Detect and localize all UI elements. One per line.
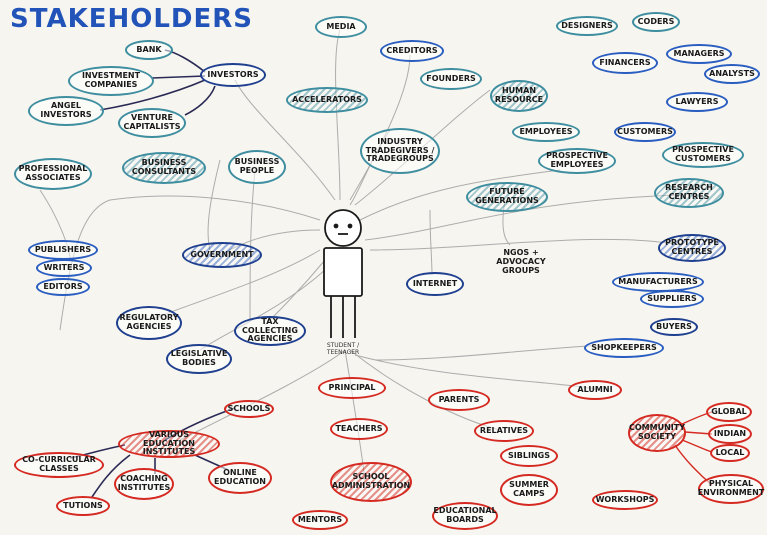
figure-eye-right xyxy=(347,223,353,229)
node-indian[interactable]: INDIAN xyxy=(708,424,752,444)
node-accelerators[interactable]: ACCELERATORS xyxy=(286,87,368,113)
node-coders[interactable]: CODERS xyxy=(632,12,680,32)
node-analysts[interactable]: ANALYSTS xyxy=(704,64,760,84)
branch-line xyxy=(369,238,681,251)
node-school-administration[interactable]: SCHOOL ADMINISTRATION xyxy=(330,462,412,502)
node-educational-boards[interactable]: EDUCATIONAL BOARDS xyxy=(432,502,498,530)
node-prospective-employees[interactable]: PROSPECTIVE EMPLOYEES xyxy=(538,148,616,174)
node-creditors[interactable]: CREDITORS xyxy=(380,40,444,62)
node-workshops[interactable]: WORKSHOPS xyxy=(592,490,658,510)
student-figure xyxy=(323,209,363,338)
arrow-community-indian xyxy=(684,431,713,435)
node-publishers[interactable]: PUBLISHERS xyxy=(28,240,98,260)
node-tutions[interactable]: TUTIONS xyxy=(56,496,110,516)
node-various-education[interactable]: VARIOUS EDUCATION INSTITUTES xyxy=(118,430,220,458)
node-ngos[interactable]: NGOs + ADVOCACY GROUPS xyxy=(496,248,546,276)
node-principal[interactable]: PRINCIPAL xyxy=(318,377,386,399)
figure-torso xyxy=(323,247,363,297)
node-physical-environment[interactable]: PHYSICAL ENVIRONMENT xyxy=(698,474,764,504)
node-venture-capitalists[interactable]: VENTURE CAPITALISTS xyxy=(118,108,186,138)
node-human-resource[interactable]: HUMAN RESOURCE xyxy=(490,80,548,112)
node-managers[interactable]: MANAGERS xyxy=(666,44,732,64)
branch-line xyxy=(335,29,341,201)
node-writers[interactable]: WRITERS xyxy=(36,259,92,277)
node-angel-investors[interactable]: ANGEL INVESTORS xyxy=(28,96,104,126)
node-community-society[interactable]: COMMUNITY SOCIETY xyxy=(628,414,686,452)
node-internet[interactable]: INTERNET xyxy=(406,272,464,296)
branch-line xyxy=(234,79,336,201)
branch-line xyxy=(349,54,411,201)
node-research-centres[interactable]: RESEARCH CENTRES xyxy=(654,178,724,208)
node-buyers[interactable]: BUYERS xyxy=(650,318,698,336)
arrow-investors-vc xyxy=(184,85,216,116)
node-co-curricular[interactable]: CO-CURRICULAR CLASSES xyxy=(14,452,104,478)
node-online-education[interactable]: ONLINE EDUCATION xyxy=(208,462,272,494)
node-suppliers[interactable]: SUPPLIERS xyxy=(640,290,704,308)
node-teachers[interactable]: TEACHERS xyxy=(330,418,388,440)
node-designers[interactable]: DESIGNERS xyxy=(556,16,618,36)
node-founders[interactable]: FOUNDERS xyxy=(420,68,482,90)
node-editors[interactable]: EDITORS xyxy=(36,278,90,296)
node-mentors[interactable]: MENTORS xyxy=(292,510,348,530)
node-bank[interactable]: BANK xyxy=(125,40,173,60)
node-siblings[interactable]: SIBLINGS xyxy=(500,445,558,467)
branch-line xyxy=(344,349,366,481)
node-employees[interactable]: EMPLOYEES xyxy=(512,122,580,142)
node-legislative-bodies[interactable]: LEGISLATIVE BODIES xyxy=(166,344,232,374)
figure-eye-left xyxy=(333,223,339,229)
node-prototype-centres[interactable]: PROTOTYPE CENTRES xyxy=(658,234,726,262)
branch-line xyxy=(207,159,221,251)
student-label: STUDENT / TEENAGER xyxy=(326,342,360,356)
node-manufacturers[interactable]: MANUFACTURERS xyxy=(612,272,704,292)
node-parents[interactable]: PARENTS xyxy=(428,389,490,411)
node-business-people[interactable]: BUSINESS PEOPLE xyxy=(228,150,286,184)
branch-line xyxy=(179,349,346,441)
arrow-investors-angel xyxy=(99,79,206,111)
node-industry[interactable]: INDUSTRY TRADEGIVERS / TRADEGROUPS xyxy=(360,128,440,174)
node-investment-companies[interactable]: INVESTMENT COMPANIES xyxy=(68,66,154,96)
node-local[interactable]: LOCAL xyxy=(710,444,750,462)
node-alumni[interactable]: ALUMNI xyxy=(568,380,622,400)
arrow-institutes-tutions xyxy=(91,454,131,498)
node-customers[interactable]: CUSTOMERS xyxy=(614,122,676,142)
node-global[interactable]: GLOBAL xyxy=(706,402,752,422)
node-summer-camps[interactable]: SUMMER CAMPS xyxy=(500,474,558,506)
branch-line xyxy=(364,194,681,241)
branch-line xyxy=(359,169,561,221)
arrow-investors-companies xyxy=(151,75,206,79)
node-tax-agencies[interactable]: TAX COLLECTING AGENCIES xyxy=(234,316,306,346)
page-title: STAKEHOLDERS xyxy=(10,4,253,34)
node-investors[interactable]: INVESTORS xyxy=(200,63,266,87)
node-professional-associates[interactable]: PROFESSIONAL ASSOCIATES xyxy=(14,158,92,190)
node-coaching-institutes[interactable]: COACHING INSTITUTES xyxy=(114,468,174,500)
node-media[interactable]: MEDIA xyxy=(315,16,367,38)
node-lawyers[interactable]: LAWYERS xyxy=(666,92,728,112)
node-business-consultants[interactable]: BUSINESS CONSULTANTS xyxy=(122,152,206,184)
arrow-community-local xyxy=(681,439,713,453)
branch-line xyxy=(429,209,433,276)
node-shopkeepers[interactable]: SHOPKEEPERS xyxy=(584,338,664,358)
node-relatives[interactable]: RELATIVES xyxy=(474,420,534,442)
node-prospective-customers[interactable]: PROSPECTIVE CUSTOMERS xyxy=(662,142,744,168)
figure-head xyxy=(324,209,362,247)
node-regulatory-agencies[interactable]: REGULATORY AGENCIES xyxy=(116,306,182,340)
node-government[interactable]: GOVERNMENT xyxy=(182,242,262,268)
node-schools[interactable]: SCHOOLS xyxy=(224,400,274,418)
node-financers[interactable]: FINANCERS xyxy=(592,52,658,74)
node-future-generations[interactable]: FUTURE GENERATIONS xyxy=(466,182,548,212)
